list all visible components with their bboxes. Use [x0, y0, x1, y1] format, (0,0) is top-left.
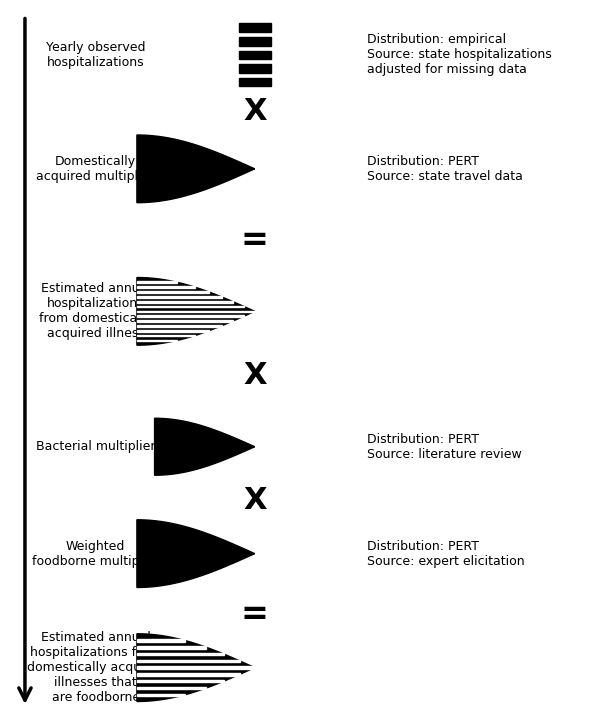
Text: Distribution: PERT
Source: literature review: Distribution: PERT Source: literature re…: [367, 432, 521, 460]
Text: X: X: [243, 97, 266, 126]
Bar: [137, 667, 255, 669]
Polygon shape: [137, 634, 255, 702]
Bar: [137, 334, 195, 337]
Bar: [137, 646, 206, 649]
Bar: [137, 291, 209, 293]
Bar: [239, 77, 271, 86]
Polygon shape: [137, 520, 255, 587]
Polygon shape: [137, 278, 255, 345]
Bar: [239, 37, 271, 46]
Bar: [137, 653, 224, 655]
Bar: [137, 639, 185, 642]
Text: X: X: [243, 361, 266, 390]
Bar: [137, 339, 178, 342]
Bar: [137, 296, 221, 298]
Text: =: =: [241, 223, 269, 256]
Bar: [239, 24, 271, 32]
Text: Yearly observed
hospitalizations: Yearly observed hospitalizations: [46, 41, 145, 69]
Text: X: X: [243, 485, 266, 515]
Bar: [137, 659, 239, 662]
Bar: [137, 301, 233, 303]
Bar: [137, 281, 178, 284]
Bar: [137, 680, 224, 682]
Text: Domestically
acquired multiplier: Domestically acquired multiplier: [37, 155, 155, 183]
Text: Distribution: PERT
Source: state travel data: Distribution: PERT Source: state travel …: [367, 155, 523, 183]
Text: Bacterial multiplier: Bacterial multiplier: [36, 440, 155, 453]
Text: =: =: [241, 598, 269, 631]
Bar: [137, 286, 195, 288]
Bar: [239, 64, 271, 72]
Text: Distribution: PERT
Source: expert elicitation: Distribution: PERT Source: expert elicit…: [367, 540, 524, 568]
Text: Weighted
foodborne multiplier: Weighted foodborne multiplier: [32, 540, 160, 568]
Text: Distribution: empirical
Source: state hospitalizations
adjusted for missing data: Distribution: empirical Source: state ho…: [367, 34, 551, 77]
Text: Estimated annual
hospitalizations from
domestically acquired
illnesses that
are : Estimated annual hospitalizations from d…: [26, 631, 165, 704]
Polygon shape: [137, 135, 255, 203]
Bar: [137, 315, 244, 317]
Bar: [137, 311, 255, 312]
Text: Estimated annual
hospitalizations
from domestically
acquired illness: Estimated annual hospitalizations from d…: [40, 282, 152, 340]
Bar: [137, 320, 233, 322]
Bar: [137, 325, 221, 326]
Polygon shape: [155, 418, 255, 475]
Bar: [239, 51, 271, 59]
Bar: [137, 694, 185, 696]
Bar: [137, 306, 244, 307]
Bar: [137, 673, 239, 676]
Bar: [137, 687, 206, 689]
Bar: [137, 330, 209, 332]
